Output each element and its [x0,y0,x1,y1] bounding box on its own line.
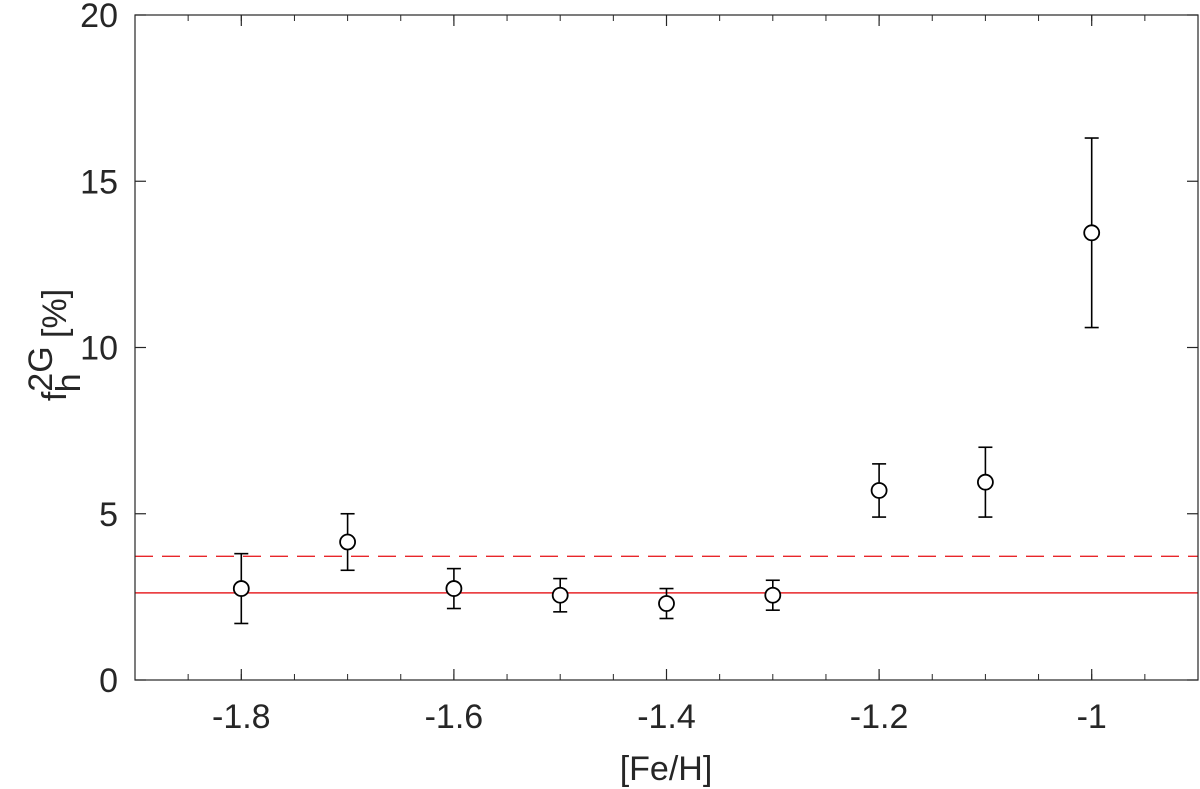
y-tick-label: 20 [80,0,118,35]
x-tick-label: -1 [1077,698,1107,736]
x-tick-label: -1.6 [425,698,484,736]
tick-labels: -1.8 -1.6 -1.4 -1.2 -1 0 5 10 15 20 [80,0,1107,736]
y-axis-title-superscript: 2G [22,346,60,391]
data-points [232,137,1101,625]
y-axis-title-unit: [%] [36,289,74,348]
data-point [764,586,782,604]
data-point [232,580,250,597]
y-tick-label: 0 [99,662,118,700]
plot-frame [134,14,1199,681]
x-tick-label: -1.2 [850,698,909,736]
data-point [658,595,675,612]
y-tick-label: 15 [80,163,118,201]
plot-area [135,15,1198,680]
y-axis-title-text: f2Gh [%] [22,289,88,401]
data-point [339,533,357,551]
data-point [1083,224,1101,242]
data-point [977,473,994,491]
y-tick-label: 10 [80,330,118,368]
y-tick-label: 5 [99,496,118,534]
y-axis-title-subscript: h [50,373,88,392]
data-point [551,586,569,604]
data-point [870,482,888,499]
y-axis-title-base: f [36,391,74,401]
data-point [445,580,463,597]
y-axis-title: f2Gh [%] [22,289,88,401]
x-tick-label: -1.8 [212,698,271,736]
x-tick-label: -1.4 [637,698,696,736]
x-axis-title: [Fe/H] [620,750,713,788]
